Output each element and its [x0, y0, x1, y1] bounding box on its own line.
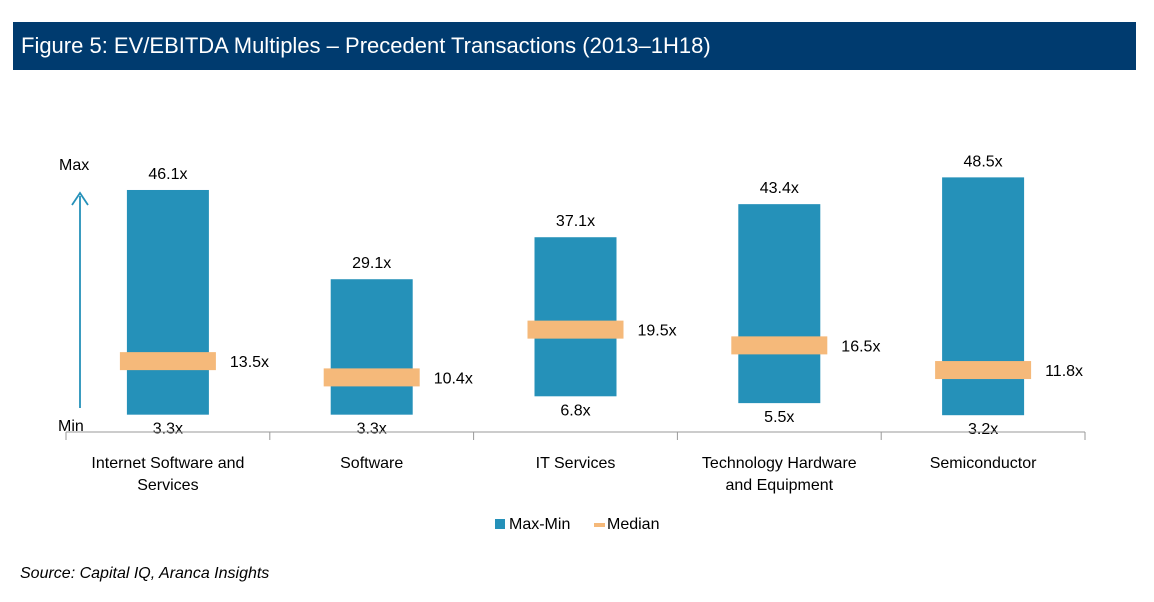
median-marker — [935, 361, 1032, 380]
min-label: 6.8x — [560, 402, 590, 419]
min-label: 3.3x — [153, 421, 183, 438]
min-label: 3.3x — [357, 421, 387, 438]
legend-swatch-max-min — [495, 519, 505, 529]
range-bar — [738, 204, 821, 404]
category-label: Technology Hardware — [702, 455, 857, 472]
min-label: 3.2x — [968, 421, 998, 438]
max-label: 48.5x — [964, 153, 1003, 170]
axis-label-max: Max — [59, 157, 89, 174]
median-marker — [731, 336, 828, 355]
median-label: 19.5x — [638, 323, 677, 340]
max-label: 43.4x — [760, 180, 799, 197]
category-label: Semiconductor — [930, 455, 1037, 472]
range-bar — [942, 177, 1025, 416]
legend-label-max-min: Max-Min — [509, 516, 570, 533]
median-label: 10.4x — [434, 370, 473, 387]
max-label: 46.1x — [148, 166, 187, 183]
max-label: 37.1x — [556, 213, 595, 230]
max-label: 29.1x — [352, 255, 391, 272]
figure-title: Figure 5: EV/EBITDA Multiples – Preceden… — [21, 33, 711, 58]
category-label: Internet Software and — [91, 455, 244, 472]
median-marker — [323, 368, 420, 387]
category-label: IT Services — [536, 455, 616, 472]
min-label: 5.5x — [764, 409, 794, 426]
range-bar — [330, 279, 413, 415]
category-label: Software — [340, 455, 403, 472]
median-label: 16.5x — [841, 338, 880, 355]
median-label: 11.8x — [1045, 363, 1083, 380]
median-label: 13.5x — [230, 354, 269, 371]
legend-swatch-median — [594, 523, 605, 527]
up-arrow-icon — [71, 191, 89, 206]
category-label: and Equipment — [725, 477, 833, 494]
legend-label-median: Median — [607, 516, 659, 533]
median-marker — [527, 320, 624, 339]
source-note: Source: Capital IQ, Aranca Insights — [20, 565, 270, 582]
range-bar — [534, 237, 617, 397]
category-label: Services — [137, 477, 198, 494]
axis-label-min: Min — [58, 418, 84, 435]
figure-title-bar: Figure 5: EV/EBITDA Multiples – Preceden… — [13, 22, 1136, 70]
range-bar — [126, 189, 209, 415]
median-marker — [119, 352, 216, 371]
